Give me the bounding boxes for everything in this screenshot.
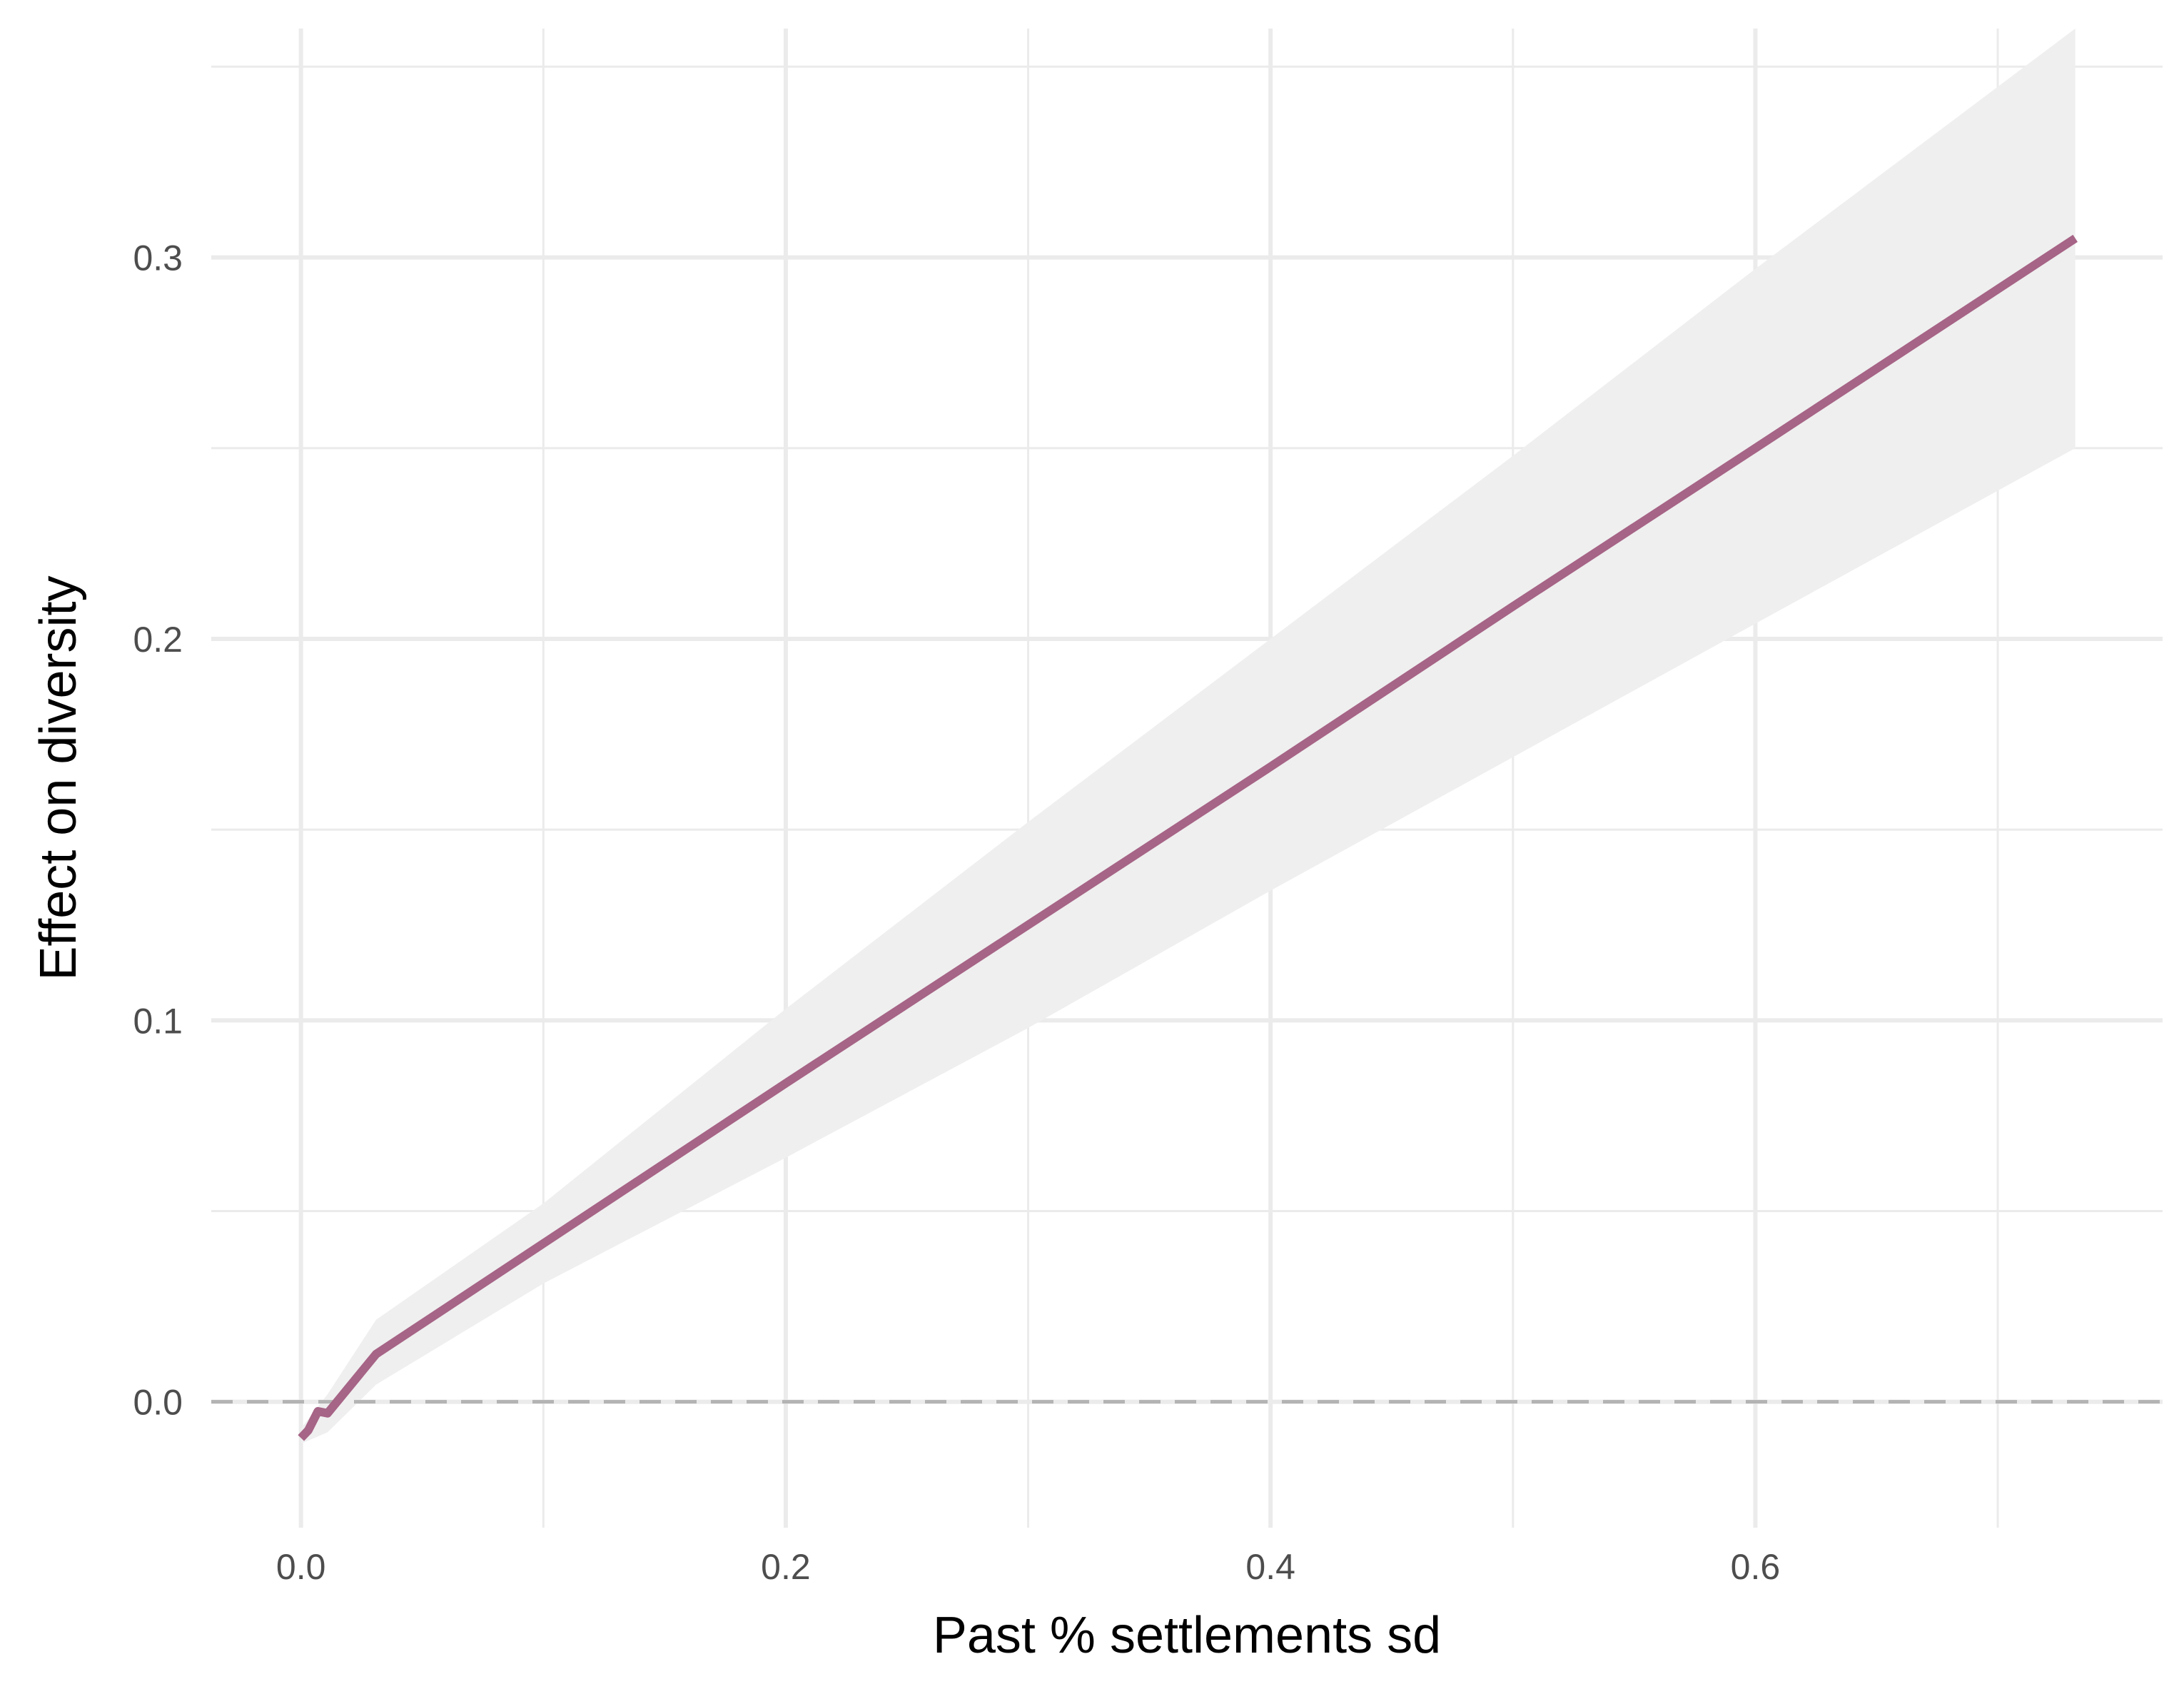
x-tick-label-2: 0.4 <box>1245 1547 1295 1587</box>
confidence-band <box>300 29 2076 1444</box>
confidence-band-layer <box>300 29 2076 1444</box>
series-line-0 <box>298 234 2078 1441</box>
series-layer <box>298 234 2078 1441</box>
y-tick-label-2: 0.2 <box>133 620 183 660</box>
x-tick-label-1: 0.2 <box>761 1547 811 1587</box>
x-tick-label-3: 0.6 <box>1731 1547 1781 1587</box>
y-tick-label-1: 0.1 <box>133 1001 183 1041</box>
x-tick-label-0: 0.0 <box>276 1547 326 1587</box>
x-axis-title: Past % settlements sd <box>933 1607 1441 1664</box>
y-tick-label-3: 0.3 <box>133 238 183 278</box>
y-axis-title: Effect on diversity <box>30 576 87 981</box>
y-tick-label-0: 0.0 <box>133 1383 183 1423</box>
tick-labels: 0.0 0.2 0.4 0.6 0.0 0.1 0.2 0.3 <box>133 238 1780 1587</box>
